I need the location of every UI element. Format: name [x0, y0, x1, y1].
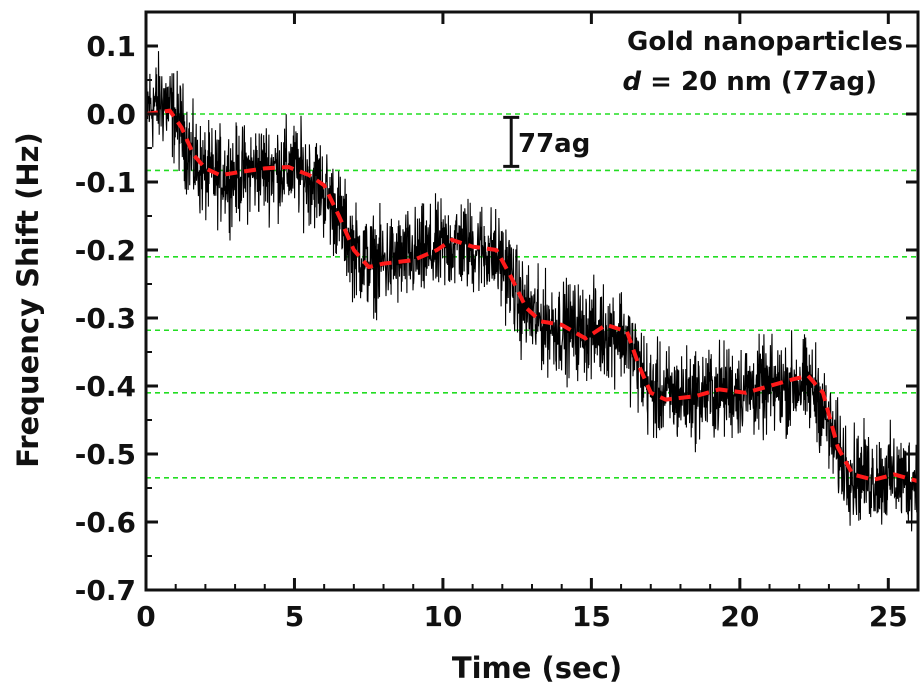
y-tick-label: -0.2	[75, 234, 136, 267]
y-tick-label: -0.5	[75, 438, 136, 471]
annotation-title: Gold nanoparticles	[627, 27, 903, 57]
y-tick-label: -0.7	[75, 574, 136, 607]
x-tick-label: 0	[136, 600, 155, 633]
x-tick-label: 20	[720, 600, 759, 633]
y-axis-ticks: 0.1 0.0 -0.1 -0.2 -0.3 -0.4 -0.5 -0.6 -0.7	[75, 30, 918, 607]
scale-bar-label: 77ag	[518, 129, 590, 159]
x-tick-label: 10	[423, 600, 462, 633]
annotation-diameter-value: = 20 nm (77ag)	[641, 67, 877, 97]
y-tick-label: 0.1	[86, 30, 136, 63]
annotation-subtitle: d = 20 nm (77ag)	[622, 67, 877, 97]
x-tick-label: 5	[285, 600, 304, 633]
y-axis-title: Frequency Shift (Hz)	[11, 132, 45, 468]
y-tick-label: -0.6	[75, 506, 136, 539]
raw-signal-trace	[145, 51, 919, 538]
y-tick-label: -0.4	[75, 370, 136, 403]
y-tick-label: -0.3	[75, 302, 136, 335]
raw-signal-path	[145, 51, 919, 538]
x-axis-title: Time (sec)	[452, 651, 622, 685]
x-axis-ticks: 0 5 10 15 20 25	[136, 12, 908, 633]
fit-path	[145, 108, 919, 484]
x-tick-label: 25	[869, 600, 908, 633]
y-tick-label: 0.0	[86, 98, 136, 131]
scale-bar	[503, 115, 520, 168]
annotation-diameter-symbol: d	[622, 67, 641, 97]
y-tick-label: -0.1	[75, 166, 136, 199]
x-tick-label: 15	[572, 600, 611, 633]
fit-trace	[145, 108, 919, 484]
